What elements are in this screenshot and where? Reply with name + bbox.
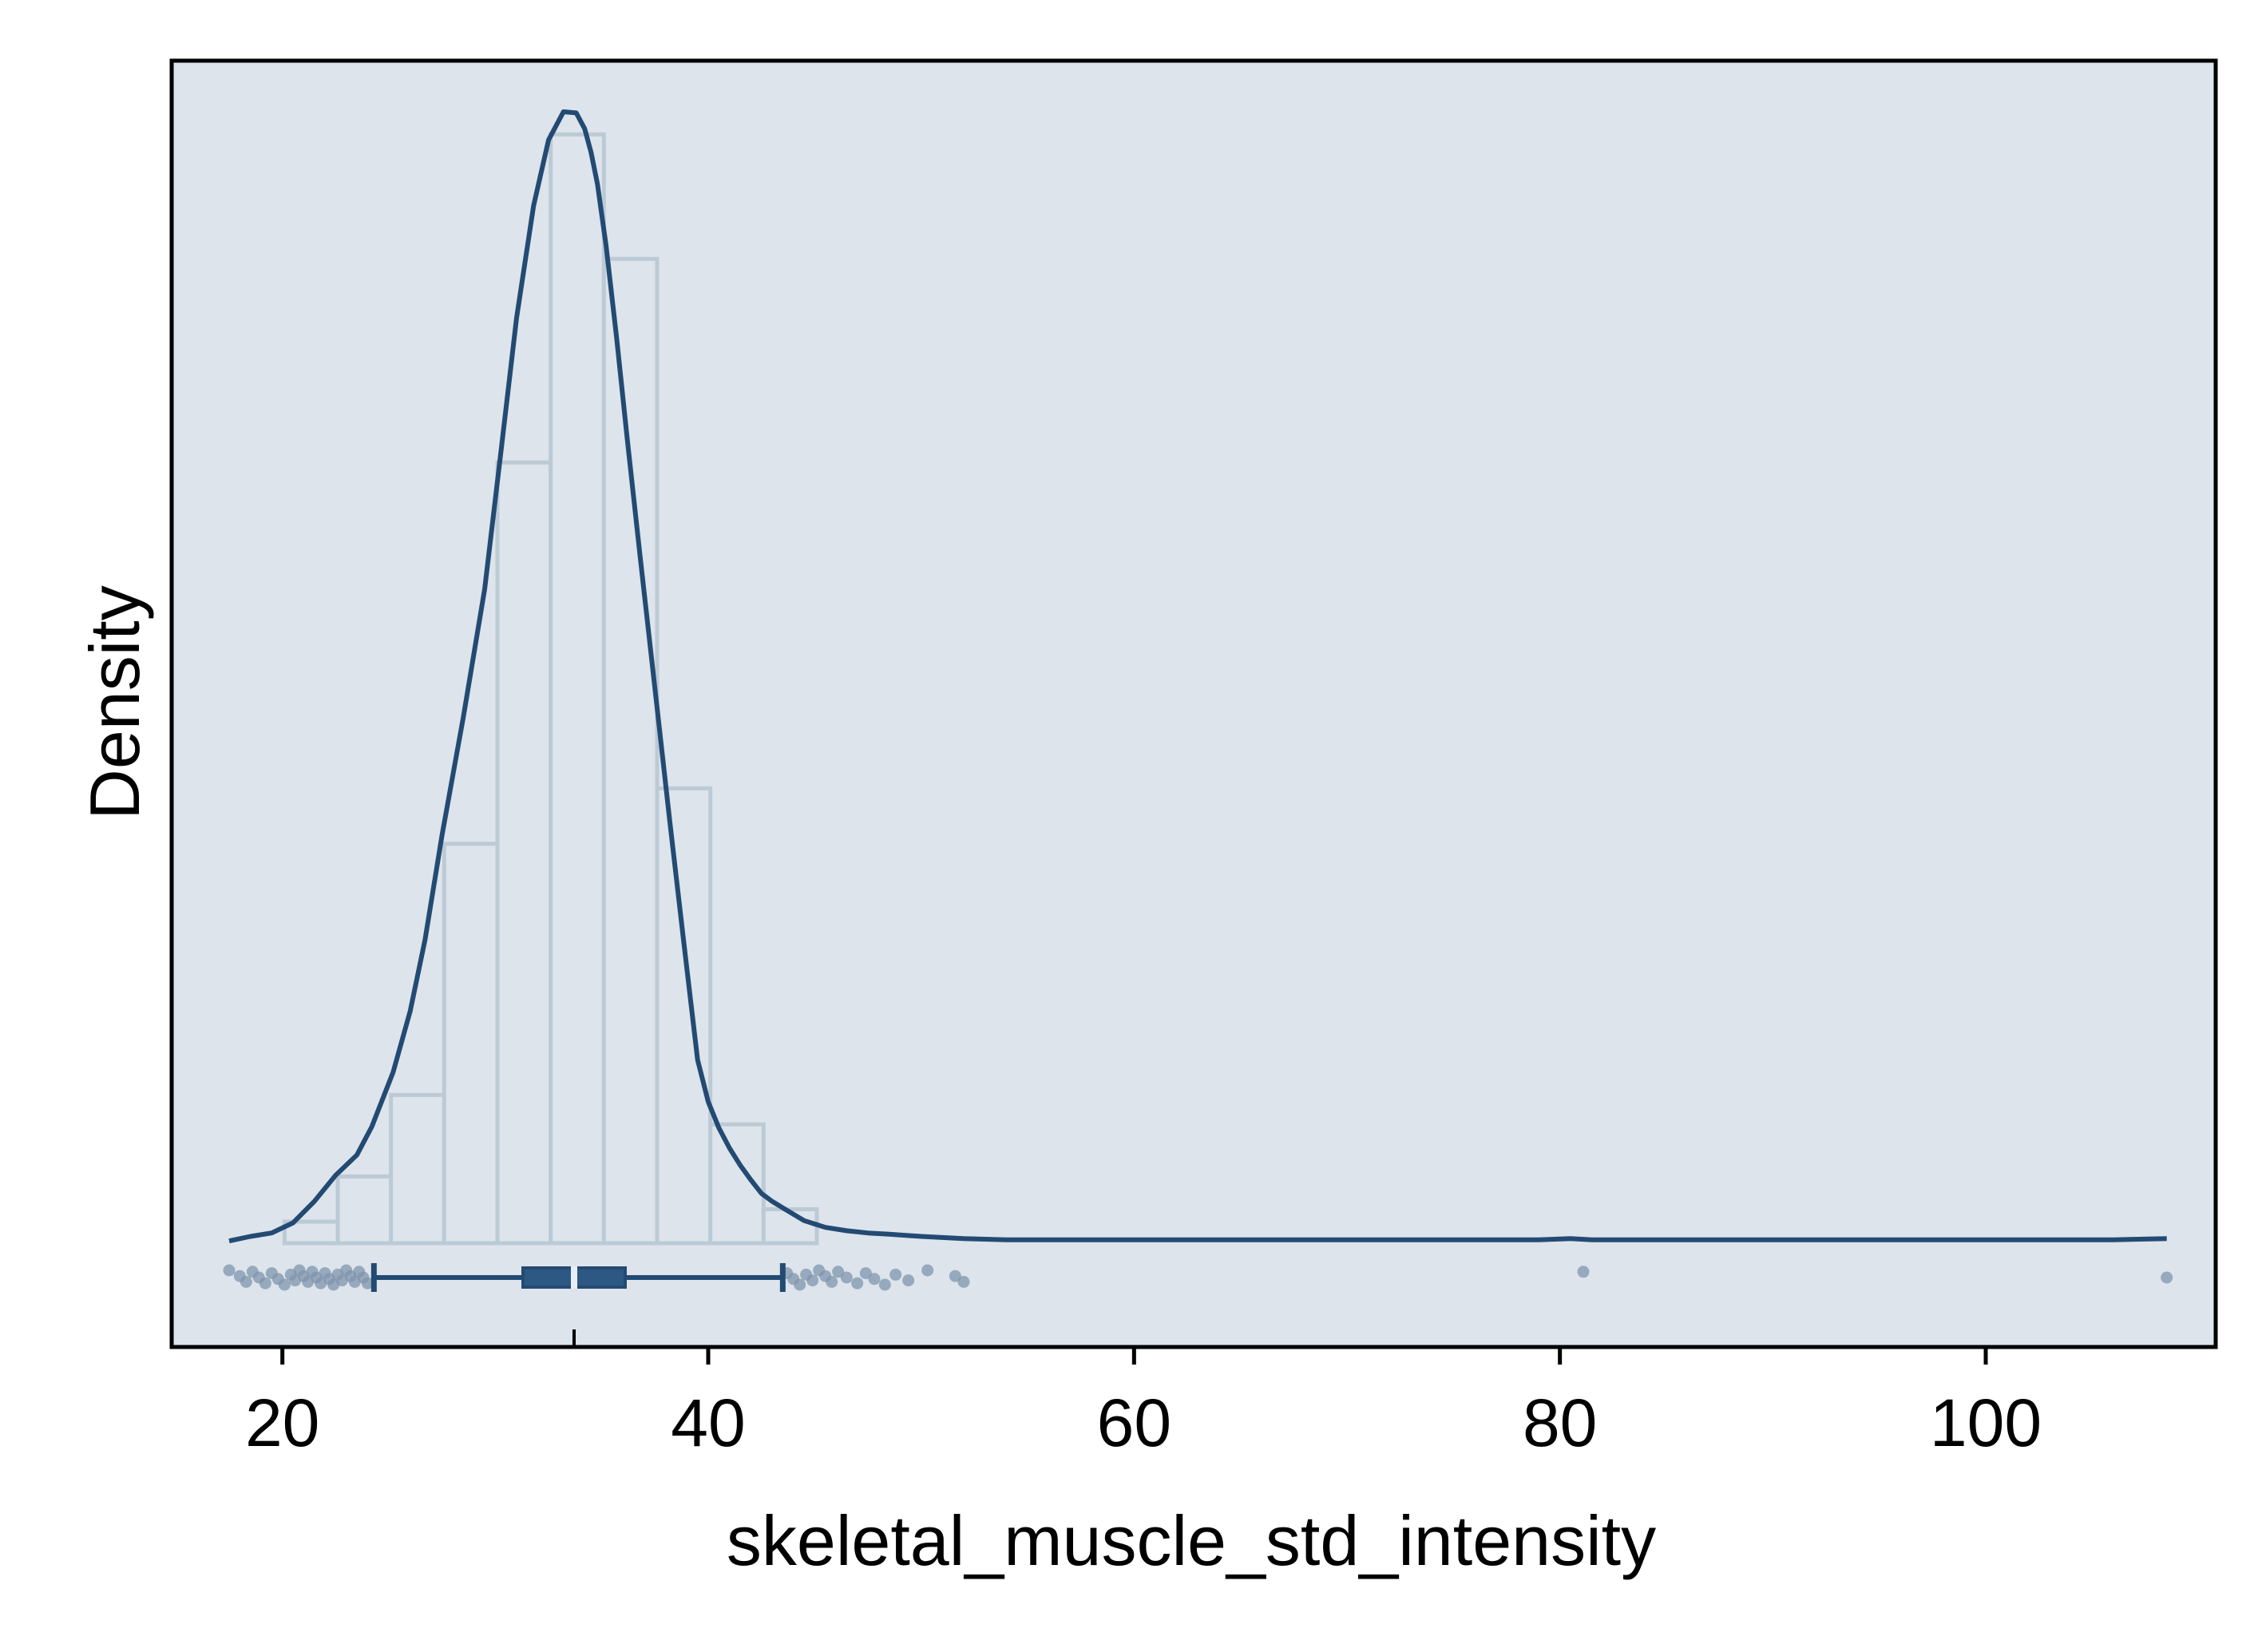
histogram-bar <box>497 462 551 1243</box>
outlier-point <box>902 1274 914 1286</box>
outlier-point <box>921 1265 933 1277</box>
outlier-point <box>1578 1266 1590 1278</box>
outlier-point <box>259 1278 271 1290</box>
outlier-point <box>841 1272 853 1284</box>
outlier-point <box>889 1269 901 1281</box>
x-tick-label: 40 <box>671 1385 745 1460</box>
outlier-point <box>2161 1272 2173 1284</box>
outlier-point <box>240 1276 252 1288</box>
histogram-bar <box>657 788 711 1243</box>
outlier-point <box>806 1274 818 1286</box>
outlier-point <box>958 1276 970 1288</box>
outlier-point <box>879 1279 891 1291</box>
histogram-bar <box>444 844 497 1243</box>
x-tick-label: 80 <box>1523 1385 1597 1460</box>
histogram-bar <box>551 134 604 1243</box>
outlier-point <box>279 1279 291 1291</box>
y-axis-label: Density <box>75 585 154 819</box>
x-axis-ticks: 20 40 60 80 100 <box>245 1347 2042 1460</box>
median-marker <box>571 1266 577 1289</box>
outlier-point <box>794 1279 806 1291</box>
x-axis-label: skeletal_muscle_std_intensity <box>727 1501 1656 1580</box>
histogram-bar <box>604 259 657 1243</box>
histogram-bar <box>391 1095 445 1243</box>
histogram-bar <box>338 1176 391 1243</box>
x-tick-label: 20 <box>245 1385 319 1460</box>
x-tick-label: 100 <box>1930 1385 2042 1460</box>
outlier-point <box>224 1265 236 1277</box>
x-tick-label: 60 <box>1097 1385 1171 1460</box>
outlier-point <box>826 1276 838 1288</box>
outlier-point <box>851 1278 863 1290</box>
outlier-point <box>869 1273 881 1285</box>
